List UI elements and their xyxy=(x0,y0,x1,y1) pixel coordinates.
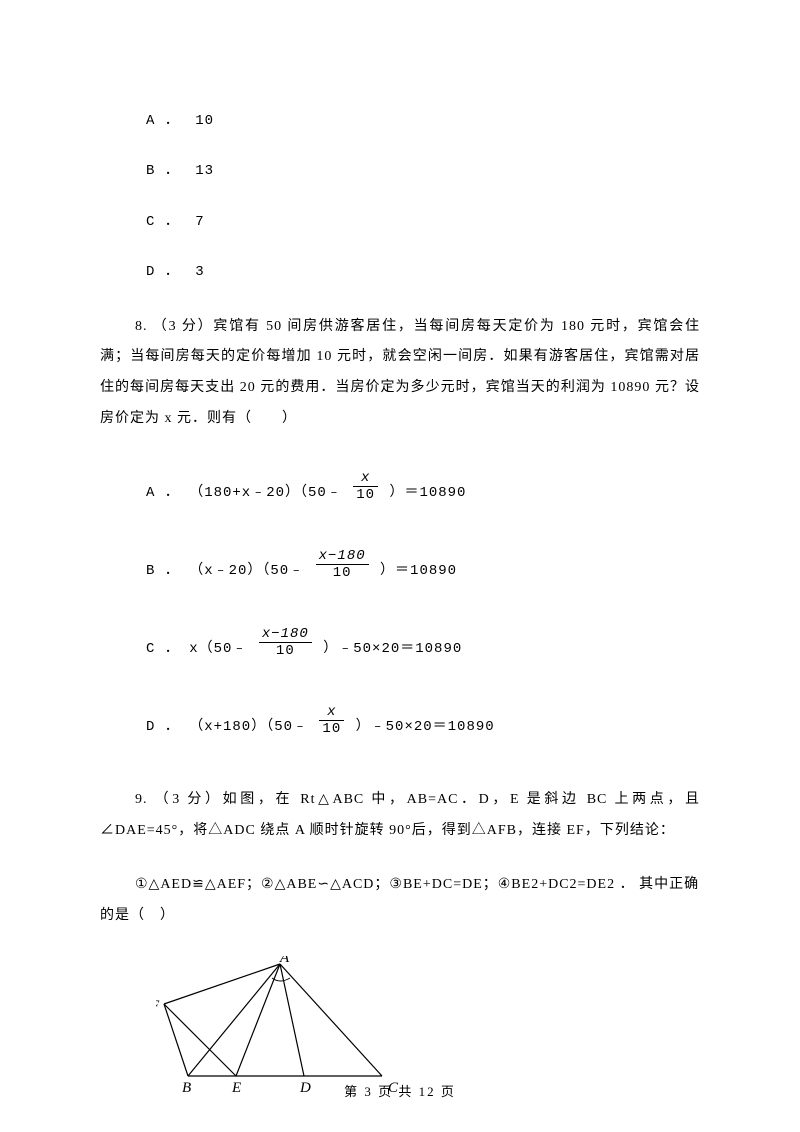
option-value: 10 xyxy=(195,113,214,129)
q9-text2: ①△AED≌△AEF；②△ABE∽△ACD；③BE+DC=DE；④BE2+DC2… xyxy=(100,870,700,932)
q8-option-b: B ． （x﹣20）（50﹣ x−180 10 ）＝10890 xyxy=(146,555,700,591)
fraction: x−180 10 xyxy=(316,549,369,582)
option-post: ）＝10890 xyxy=(389,482,466,504)
fraction-numerator: x xyxy=(353,471,378,487)
q7-option-a: A ． 10 xyxy=(100,110,700,132)
fraction: x 10 xyxy=(353,471,378,504)
triangle-figure-svg: AFBEDC xyxy=(156,956,406,1096)
option-value: 3 xyxy=(195,264,204,280)
q7-option-b: B ． 13 xyxy=(100,160,700,182)
option-value: 13 xyxy=(195,163,214,179)
option-pre: B ． （x﹣20）（50﹣ xyxy=(146,560,304,582)
option-label: A ． xyxy=(146,113,180,129)
page-footer: 第 3 页 共 12 页 xyxy=(0,1081,800,1100)
option-value: 7 xyxy=(195,214,204,230)
option-post: ）＝10890 xyxy=(380,560,457,582)
q7-option-d: D ． 3 xyxy=(100,261,700,283)
svg-text:A: A xyxy=(279,956,290,966)
option-pre: D ． （x+180）（50﹣ xyxy=(146,716,308,738)
q8-text: 8. （3 分）宾馆有 50 间房供游客居住，当每间房每天定价为 180 元时，… xyxy=(100,312,700,435)
option-post: ）﹣50×20＝10890 xyxy=(356,716,495,738)
fraction: x−180 10 xyxy=(259,627,312,660)
q7-option-c: C ． 7 xyxy=(100,211,700,233)
fraction-numerator: x−180 xyxy=(316,549,369,565)
fraction-denominator: 10 xyxy=(316,565,369,582)
fraction-numerator: x xyxy=(319,705,344,721)
q8-option-d: D ． （x+180）（50﹣ x 10 ）﹣50×20＝10890 xyxy=(146,711,700,747)
option-post: ）﹣50×20＝10890 xyxy=(323,638,462,660)
option-label: B ． xyxy=(146,163,180,179)
fraction-denominator: 10 xyxy=(353,487,378,504)
q8-option-a: A ． （180+x﹣20）（50﹣ x 10 ）＝10890 xyxy=(146,477,700,513)
option-label: D ． xyxy=(146,264,180,280)
svg-text:F: F xyxy=(156,998,160,1014)
fraction-numerator: x−180 xyxy=(259,627,312,643)
page-content: A ． 10 B ． 13 C ． 7 D ． 3 8. （3 分）宾馆有 50… xyxy=(0,0,800,1104)
fraction-denominator: 10 xyxy=(259,643,312,660)
q8-option-c: C ． x（50﹣ x−180 10 ）﹣50×20＝10890 xyxy=(146,633,700,669)
option-label: C ． xyxy=(146,214,180,230)
fraction-denominator: 10 xyxy=(319,721,344,738)
option-pre: C ． x（50﹣ xyxy=(146,638,247,660)
option-pre: A ． （180+x﹣20）（50﹣ xyxy=(146,482,342,504)
fraction: x 10 xyxy=(319,705,344,738)
q9-text1: 9. （3 分）如图，在 Rt△ABC 中，AB=AC．D，E 是斜边 BC 上… xyxy=(100,785,700,847)
